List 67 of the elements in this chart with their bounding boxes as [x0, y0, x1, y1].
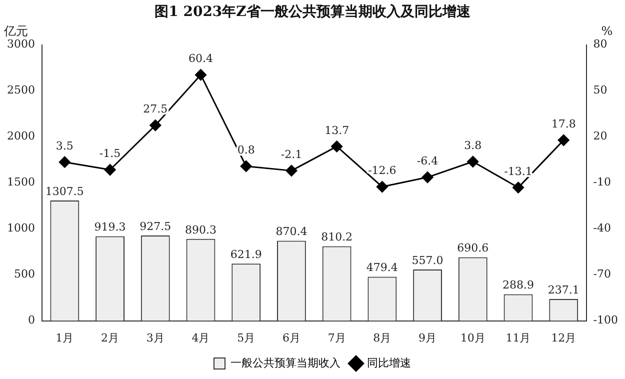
point	[286, 164, 298, 176]
chart-title: 图1 2023年Z省一般公共预算当期收入及同比增速	[154, 4, 472, 20]
legend-label: 一般公共预算当期收入	[230, 356, 340, 370]
x-tick-label: 6月	[282, 331, 300, 344]
y-tick-label: 3000	[6, 38, 35, 51]
x-tick-label: 3月	[146, 331, 164, 344]
data-label: -6.4	[416, 154, 438, 168]
point	[104, 164, 116, 176]
data-label: -1.5	[99, 147, 121, 160]
y-tick-label: 2000	[6, 130, 35, 143]
point	[331, 140, 343, 152]
point	[376, 181, 388, 193]
x-tick-label: 7月	[328, 331, 346, 344]
data-label: 1307.5	[45, 184, 84, 198]
point	[512, 182, 524, 194]
y-axis-title: 亿元	[3, 24, 28, 38]
data-label: 621.9	[230, 248, 262, 261]
y2-tick-label: 80	[593, 38, 608, 51]
data-label: 3.5	[56, 139, 74, 152]
legend-label: 同比增速	[367, 356, 411, 370]
y-tick-label: 500	[14, 268, 35, 281]
x-tick-label: 10月	[460, 331, 486, 344]
data-label: 288.9	[502, 278, 534, 292]
y2-tick-label: -10	[593, 176, 612, 189]
x-tick-label: 12月	[551, 331, 576, 344]
data-label: 479.4	[366, 261, 398, 274]
data-label: 13.7	[324, 124, 350, 137]
x-tick-label: 11月	[506, 331, 531, 344]
y-tick-label: 2500	[6, 84, 35, 97]
point	[558, 134, 570, 146]
y-tick-label: 1500	[6, 176, 35, 189]
data-label: 890.3	[184, 223, 216, 236]
data-label: 870.4	[276, 225, 308, 238]
y2-tick-label: -70	[593, 268, 612, 281]
y2-tick-label: 20	[593, 130, 608, 143]
y-tick-label: 0	[28, 314, 35, 327]
data-label: 919.3	[94, 220, 126, 234]
data-label: 237.1	[548, 283, 580, 296]
data-label: 927.5	[140, 220, 172, 233]
data-label: 690.6	[457, 242, 489, 255]
data-label: 3.8	[464, 139, 482, 152]
x-tick-label: 2月	[101, 331, 120, 344]
x-tick-label: 8月	[373, 331, 392, 344]
data-label: 17.8	[551, 118, 576, 131]
point	[194, 69, 206, 81]
point	[467, 156, 479, 168]
point	[150, 120, 162, 132]
data-label: 60.4	[188, 52, 213, 66]
point	[240, 160, 252, 172]
point	[58, 156, 70, 168]
data-label: -2.1	[280, 148, 302, 162]
y2-tick-label: -100	[593, 314, 618, 327]
data-label: -12.6	[368, 164, 396, 178]
x-tick-label: 9月	[418, 331, 437, 344]
y2-axis-title: %	[601, 24, 613, 38]
data-label: 0.8	[237, 144, 255, 157]
data-label: 810.2	[321, 230, 353, 244]
x-tick-label: 1月	[56, 331, 74, 344]
data-label: -13.1	[504, 164, 532, 178]
y2-tick-label: 50	[593, 84, 608, 97]
y-tick-label: 1000	[6, 222, 35, 235]
y2-tick-label: -40	[593, 222, 612, 235]
data-label: 27.5	[143, 102, 168, 116]
point	[422, 172, 434, 184]
x-tick-label: 5月	[237, 331, 256, 344]
x-tick-label: 4月	[192, 331, 210, 344]
data-label: 557.0	[412, 254, 444, 267]
